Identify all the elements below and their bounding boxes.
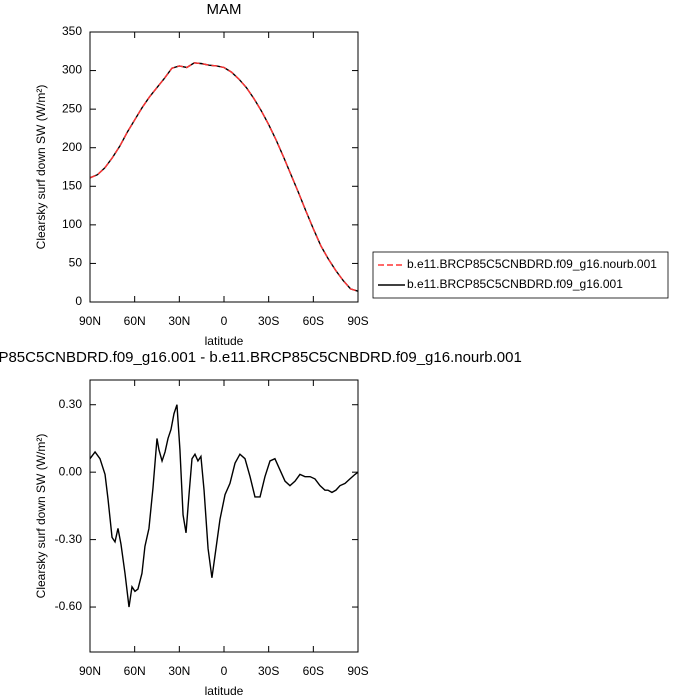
chart-title: MAM	[207, 1, 242, 18]
legend-label: b.e11.BRCP85C5CNBDRD.f09_g16.nourb.001	[407, 257, 657, 271]
x-tick-label: 60N	[124, 314, 146, 328]
x-tick-label: 0	[221, 664, 228, 678]
legend-label: b.e11.BRCP85C5CNBDRD.f09_g16.001	[407, 277, 623, 291]
y-tick-label: -0.60	[55, 599, 83, 613]
y-tick-label: 100	[62, 217, 82, 231]
data-line	[89, 404, 359, 608]
y-tick-label: 0.30	[59, 397, 83, 411]
x-tick-label: 30S	[258, 664, 279, 678]
y-tick-label: 0.00	[59, 464, 83, 478]
x-tick-label: 60S	[303, 314, 324, 328]
x-tick-label: 90N	[79, 664, 101, 678]
plot-frame	[89, 31, 359, 303]
data-line	[89, 62, 359, 292]
y-tick-label: 50	[69, 256, 83, 270]
y-tick-label: 150	[62, 178, 82, 192]
data-line	[89, 62, 359, 292]
x-tick-label: 90S	[347, 314, 368, 328]
chart-title: b.e11.BRCP85C5CNBDRD.f09_g16.001 - b.e11…	[0, 349, 522, 366]
x-tick-label: 60N	[124, 664, 146, 678]
x-tick-label: 30N	[168, 664, 190, 678]
x-tick-label: 90N	[79, 314, 101, 328]
x-tick-label: 30S	[258, 314, 279, 328]
x-axis-label: latitude	[205, 684, 244, 698]
x-axis-label: latitude	[205, 334, 244, 348]
x-tick-label: 90S	[347, 664, 368, 678]
x-tick-label: 60S	[303, 664, 324, 678]
y-axis-label: Clearsky surf down SW (W/m²)	[34, 85, 48, 250]
y-axis-label: Clearsky surf down SW (W/m²)	[34, 434, 48, 599]
y-tick-label: 200	[62, 140, 82, 154]
y-tick-label: 300	[62, 63, 82, 77]
y-tick-label: -0.30	[55, 532, 83, 546]
x-tick-label: 0	[221, 314, 228, 328]
x-tick-label: 30N	[168, 314, 190, 328]
y-tick-label: 350	[62, 24, 82, 38]
plot-frame	[89, 379, 359, 653]
y-tick-label: 250	[62, 101, 82, 115]
y-tick-label: 0	[75, 294, 82, 308]
legend-box	[372, 251, 669, 299]
